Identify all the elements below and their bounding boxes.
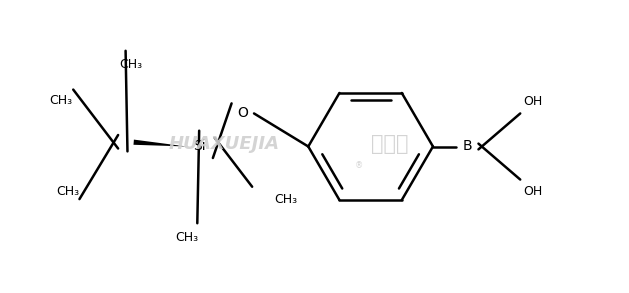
Text: OH: OH [523,185,543,197]
Text: CH₃: CH₃ [175,231,198,243]
Text: OH: OH [523,96,543,108]
Text: HUAXUEJIA: HUAXUEJIA [169,134,280,153]
Text: 化学加: 化学加 [370,134,408,154]
Text: O: O [237,106,248,120]
Polygon shape [133,139,187,146]
Text: CH₃: CH₃ [50,94,73,107]
Text: CH₃: CH₃ [274,193,297,206]
Text: CH₃: CH₃ [56,185,79,197]
Text: ®: ® [355,161,364,170]
Text: B: B [462,139,472,154]
Text: CH₃: CH₃ [119,58,142,71]
Text: Si: Si [193,139,206,154]
